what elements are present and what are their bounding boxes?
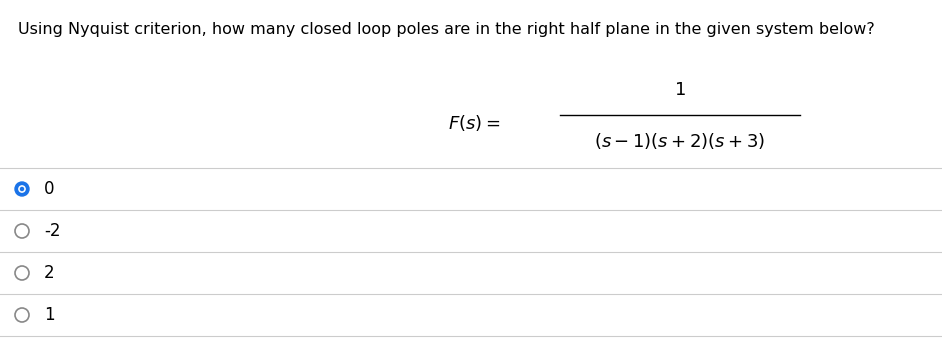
Text: -2: -2 xyxy=(44,222,60,240)
Circle shape xyxy=(21,188,24,190)
Text: $(s - 1)(s + 2)(s + 3)$: $(s - 1)(s + 2)(s + 3)$ xyxy=(594,131,766,151)
Text: 0: 0 xyxy=(44,180,55,198)
Text: 1: 1 xyxy=(44,306,55,324)
Text: 2: 2 xyxy=(44,264,55,282)
Text: Using Nyquist criterion, how many closed loop poles are in the right half plane : Using Nyquist criterion, how many closed… xyxy=(18,22,875,37)
Circle shape xyxy=(19,186,25,192)
Text: $F(s) =$: $F(s) =$ xyxy=(447,113,500,133)
Circle shape xyxy=(15,182,29,196)
Text: $1$: $1$ xyxy=(674,81,686,99)
